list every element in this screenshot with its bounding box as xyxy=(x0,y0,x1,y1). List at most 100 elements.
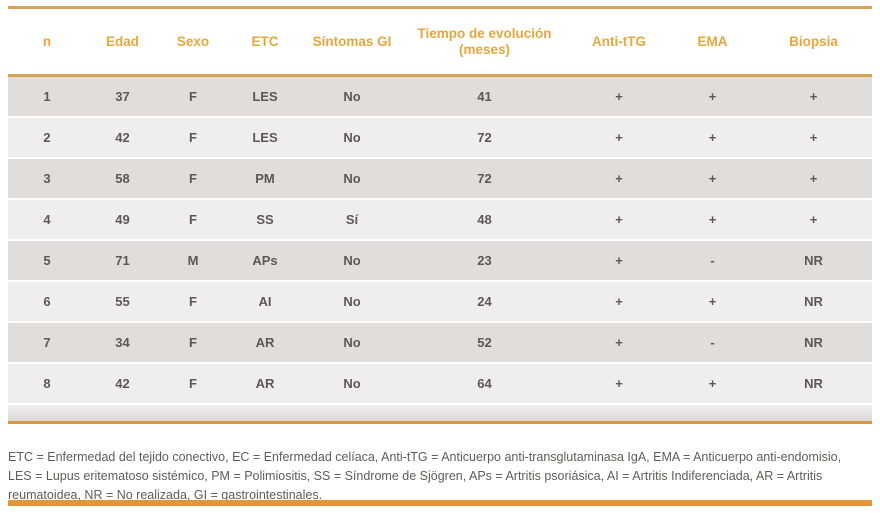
cell-sexo: F xyxy=(189,89,197,104)
top-divider xyxy=(8,6,872,9)
table-row: 3 58 F PM No 72 + + + xyxy=(8,158,872,199)
col-header-etc: ETC xyxy=(227,9,303,76)
cell-anti_ttg: + xyxy=(615,89,623,104)
table-row: 6 55 F AI No 24 + + NR xyxy=(8,281,872,322)
cell-ema: + xyxy=(708,89,717,104)
table-row: 1 37 F LES No 41 + + + xyxy=(8,75,872,117)
cell-anti_ttg: + xyxy=(615,212,623,227)
cell-biopsia: NR xyxy=(804,376,823,391)
cell-etc: SS xyxy=(256,212,274,227)
table-row: 7 34 F AR No 52 + - NR xyxy=(8,322,872,363)
cell-sintomas_gi: No xyxy=(343,89,361,104)
col-header-sublabel: (meses) xyxy=(458,41,511,57)
cell-anti_ttg: + xyxy=(615,376,623,391)
cell-sintomas_gi: No xyxy=(343,335,361,350)
cell-n: 1 xyxy=(43,89,51,104)
col-header-label: Biopsia xyxy=(789,33,838,49)
cell-etc: PM xyxy=(255,171,275,186)
cell-n: 5 xyxy=(43,253,51,268)
cell-n: 4 xyxy=(43,212,51,227)
cell-etc: LES xyxy=(252,89,278,104)
table-body: 1 37 F LES No 41 + + +2 42 F LES No 72 + + +3 58 F PM No 72 + +… xyxy=(8,75,872,404)
col-header-edad: Edad xyxy=(86,9,159,76)
cell-anti_ttg: + xyxy=(615,253,623,268)
cell-tiempo_evolucion: 23 xyxy=(477,253,492,268)
cell-sexo: F xyxy=(189,294,197,309)
cell-edad: 58 xyxy=(115,171,130,186)
cell-anti_ttg: + xyxy=(615,335,623,350)
cell-n: 6 xyxy=(43,294,51,309)
table-row: 2 42 F LES No 72 + + + xyxy=(8,117,872,158)
cell-sintomas_gi: No xyxy=(343,294,361,309)
cell-ema: + xyxy=(708,212,717,227)
cell-etc: LES xyxy=(252,130,278,145)
table-row: 8 42 F AR No 64 + + NR xyxy=(8,363,872,404)
cell-tiempo_evolucion: 52 xyxy=(477,335,492,350)
cell-tiempo_evolucion: 72 xyxy=(477,130,492,145)
cell-anti_ttg: + xyxy=(615,130,623,145)
cell-biopsia: NR xyxy=(804,335,823,350)
cell-edad: 34 xyxy=(115,335,130,350)
col-header-sexo: Sexo xyxy=(159,9,227,76)
footnote-divider xyxy=(8,421,872,424)
cell-sexo: F xyxy=(189,335,197,350)
cell-ema: + xyxy=(708,294,717,309)
col-header-biopsia: Biopsia xyxy=(755,9,872,76)
cell-tiempo_evolucion: 41 xyxy=(477,89,492,104)
cell-biopsia: NR xyxy=(804,294,823,309)
cell-tiempo_evolucion: 48 xyxy=(477,212,492,227)
cell-sintomas_gi: No xyxy=(343,171,361,186)
footnote: ETC = Enfermedad del tejido conectivo, E… xyxy=(8,450,842,502)
cell-biopsia: NR xyxy=(804,253,823,268)
cell-etc: APs xyxy=(252,253,278,268)
cell-ema: + xyxy=(708,376,717,391)
cell-etc: AI xyxy=(258,294,272,309)
bottom-bar xyxy=(8,500,872,506)
cell-ema: - xyxy=(710,253,715,268)
col-header-sintomas-gi: Síntomas GI xyxy=(303,9,401,76)
cell-edad: 42 xyxy=(115,130,130,145)
col-header-label: Tiempo de evolución xyxy=(417,25,552,41)
cell-ema: - xyxy=(710,335,715,350)
cell-tiempo_evolucion: 72 xyxy=(477,171,492,186)
cell-sintomas_gi: No xyxy=(343,130,361,145)
col-header-label: Sexo xyxy=(176,33,210,49)
col-header-tiempo-evolucion: Tiempo de evolución (meses) xyxy=(401,9,568,76)
cell-biopsia: + xyxy=(809,212,818,227)
cell-edad: 49 xyxy=(115,212,130,227)
cell-ema: + xyxy=(708,171,717,186)
cell-biopsia: + xyxy=(809,171,818,186)
cell-edad: 37 xyxy=(115,89,130,104)
col-header-label: Síntomas GI xyxy=(312,33,392,49)
cell-edad: 42 xyxy=(115,376,130,391)
cell-etc: AR xyxy=(255,376,275,391)
col-header-label: Edad xyxy=(105,33,139,49)
header-row: n Edad Sexo ETC Síntomas GI Tiempo de ev… xyxy=(8,9,872,76)
cell-biopsia: + xyxy=(809,130,818,145)
col-header-label: EMA xyxy=(697,33,728,49)
cell-sexo: F xyxy=(189,376,197,391)
cell-sexo: F xyxy=(189,171,197,186)
cell-sintomas_gi: Sí xyxy=(345,212,359,227)
col-header-anti-ttg: Anti-tTG xyxy=(568,9,670,76)
cell-tiempo_evolucion: 24 xyxy=(477,294,492,309)
cell-sintomas_gi: No xyxy=(343,253,361,268)
cell-sintomas_gi: No xyxy=(343,376,361,391)
truncated-row-band xyxy=(8,405,872,421)
table-header: n Edad Sexo ETC Síntomas GI Tiempo de ev… xyxy=(8,9,872,76)
col-header-label: Anti-tTG xyxy=(592,33,646,49)
cell-anti_ttg: + xyxy=(615,171,623,186)
col-header-label: ETC xyxy=(251,33,279,49)
col-header-n: n xyxy=(8,9,86,76)
cell-anti_ttg: + xyxy=(615,294,623,309)
table-row: 4 49 F SS Sí 48 + + + xyxy=(8,199,872,240)
cell-etc: AR xyxy=(255,335,275,350)
col-header-ema: EMA xyxy=(670,9,755,76)
cell-biopsia: + xyxy=(809,89,818,104)
cell-n: 7 xyxy=(43,335,51,350)
cell-n: 3 xyxy=(43,171,51,186)
table-row: 5 71 M APs No 23 + - NR xyxy=(8,240,872,281)
cell-n: 8 xyxy=(43,376,51,391)
patients-table: n Edad Sexo ETC Síntomas GI Tiempo de ev… xyxy=(8,9,872,405)
